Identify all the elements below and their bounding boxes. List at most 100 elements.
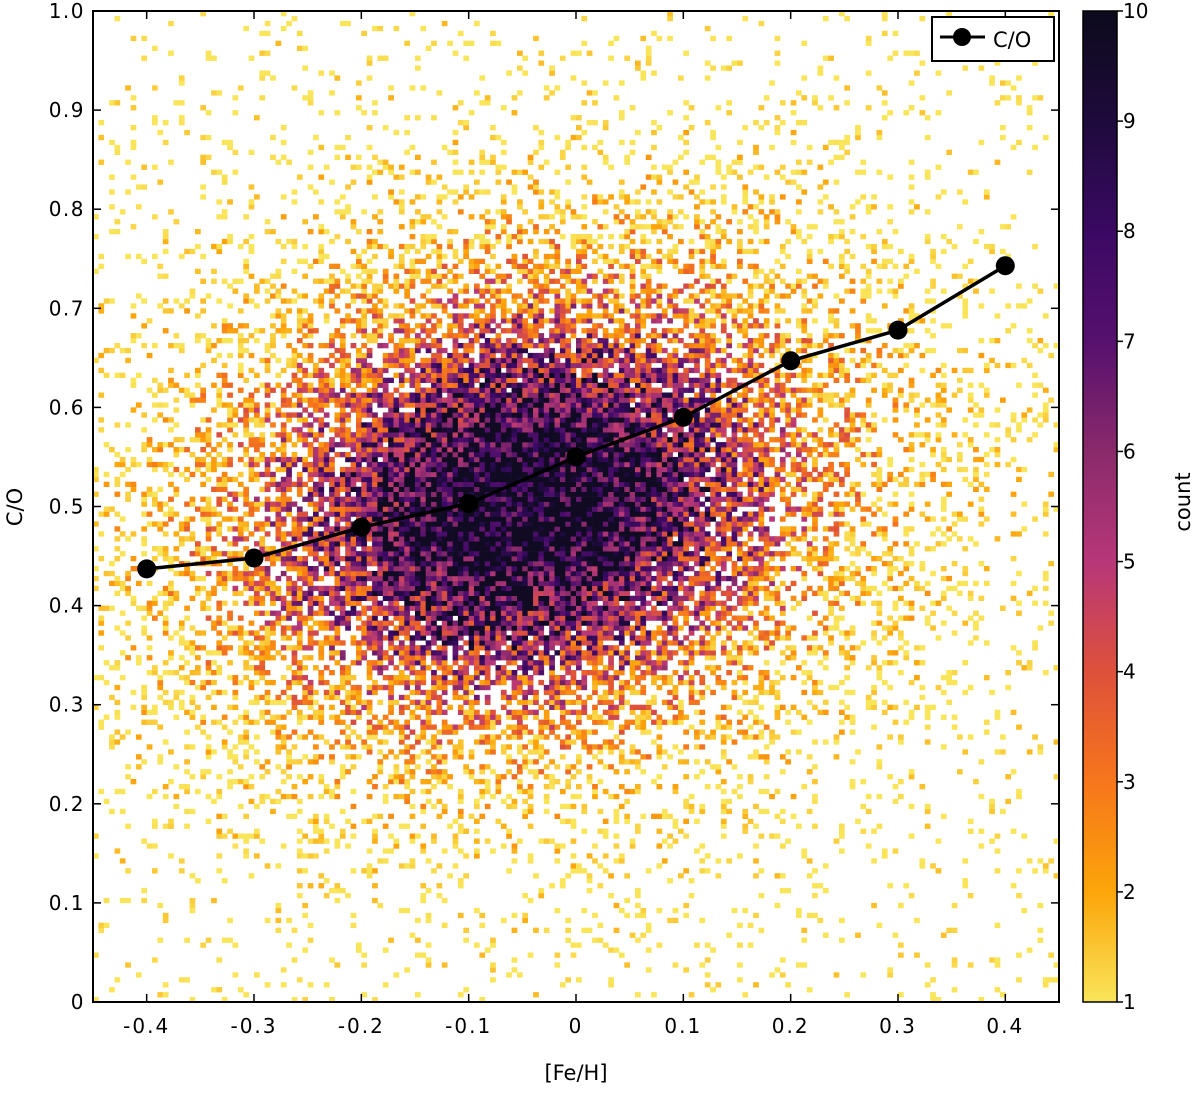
heat-cell [125,774,131,780]
heat-cell [98,615,105,621]
heat-cell [216,670,223,676]
heat-cell [216,402,223,408]
heat-cell [436,90,443,96]
heat-cell [404,823,411,829]
heat-cell [420,521,427,527]
heat-cell [398,625,405,631]
heat-cell [248,298,255,304]
heat-cell [398,556,405,562]
heat-cell [130,566,137,572]
heat-cell [130,689,137,696]
heat-cell [211,897,217,904]
heat-cell [280,967,287,973]
heat-cell [463,387,470,393]
heat-cell [280,793,287,800]
heat-cell [270,352,276,359]
heat-cell [270,714,276,720]
heat-cell [490,561,496,567]
heat-cell [377,605,384,611]
heat-cell [420,427,427,433]
heat-cell [254,595,260,601]
heat-cell [216,580,223,587]
heat-cell [415,620,421,626]
heat-cell [463,243,470,250]
heat-cell [490,620,496,626]
heat-cell [415,343,421,349]
heat-cell [425,397,432,403]
heat-cell [436,382,443,388]
heat-cell [420,531,427,537]
heat-cell [296,471,303,478]
heat-cell [372,600,378,606]
heat-cell [431,40,437,46]
heat-cell [388,655,394,661]
heat-cell [227,328,233,334]
heat-cell [350,179,357,185]
heat-cell [350,392,357,398]
heat-cell [463,853,470,859]
heat-cell [398,243,405,250]
heat-cell [409,620,416,626]
heat-cell [441,521,448,527]
heat-cell [393,402,400,408]
heat-cell [216,392,223,398]
heat-cell [500,452,507,458]
heat-cell [409,313,416,319]
heat-cell [393,387,400,393]
heat-cell [339,417,346,423]
heat-cell [425,665,432,671]
heat-cell [227,144,233,151]
heat-cell [474,323,480,329]
heat-cell [474,432,480,438]
heat-cell [479,779,486,785]
heat-cell [484,402,491,408]
heat-cell [382,541,389,547]
heat-cell [382,422,389,428]
heat-cell [500,600,507,606]
heat-cell [254,372,260,378]
heat-cell [130,779,137,785]
heat-cell [313,402,319,408]
heat-cell [259,793,266,800]
heat-cell [495,40,502,46]
heat-cell [409,774,416,780]
heat-cell [318,709,325,715]
heat-cell [468,328,475,334]
heat-cell [205,595,212,601]
heat-cell [420,432,427,438]
heat-cell [270,402,276,408]
heat-cell [334,263,341,269]
heat-cell [479,214,486,220]
heat-cell [254,456,260,463]
heat-cell [452,754,459,760]
heat-cell [200,387,207,393]
heat-cell [393,417,400,423]
heat-cell [296,387,303,393]
heat-cell [152,377,158,383]
heat-cell [490,714,496,720]
heat-cell [484,575,491,582]
heat-cell [339,655,346,661]
heat-cell [178,858,185,864]
heat-cell [441,803,448,810]
heat-cell [484,620,491,626]
heat-cell [313,699,319,705]
heat-cell [409,501,416,507]
heat-cell [141,35,148,42]
heat-cell [409,234,416,240]
heat-cell [452,694,459,701]
heat-cell [372,318,378,324]
heat-cell [227,526,233,532]
heat-cell [356,496,362,502]
heat-cell [227,476,233,483]
heat-cell [356,80,362,86]
heat-cell [393,362,400,369]
heat-cell [441,357,448,364]
heat-cell [173,689,180,696]
heat-cell [329,481,335,487]
heat-cell [457,382,464,388]
heat-cell [415,575,421,582]
heat-cell [431,442,437,448]
heat-cell [232,422,239,428]
heat-cell [189,471,196,478]
